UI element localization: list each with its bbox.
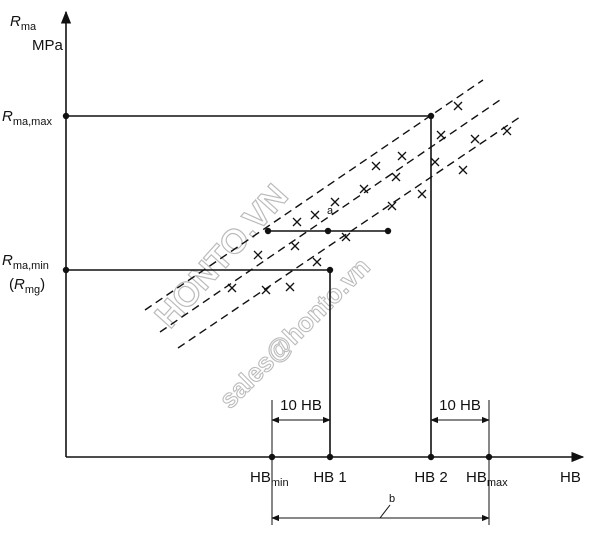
dim-right-label: 10 HB bbox=[439, 397, 481, 414]
watermark-brand: HONTO.VN bbox=[148, 177, 296, 335]
cross bbox=[312, 257, 322, 267]
x-label: HB bbox=[560, 469, 581, 486]
cross bbox=[359, 184, 369, 194]
cross bbox=[330, 197, 340, 207]
cross bbox=[453, 101, 463, 111]
point bbox=[62, 112, 70, 120]
cross bbox=[391, 172, 401, 182]
point bbox=[427, 112, 435, 120]
point bbox=[324, 227, 332, 235]
point bbox=[326, 453, 334, 461]
upper-band bbox=[144, 79, 484, 311]
label-a: a bbox=[327, 205, 334, 217]
dimension-ticks bbox=[271, 400, 490, 525]
cross bbox=[290, 241, 300, 251]
cross bbox=[371, 161, 381, 171]
crosses bbox=[227, 101, 512, 295]
y-symbol: Rma bbox=[10, 13, 37, 33]
point bbox=[485, 453, 493, 461]
cross bbox=[502, 126, 512, 136]
cross bbox=[436, 130, 446, 140]
mid-band bbox=[159, 99, 501, 333]
label-hb-min: HBmin bbox=[250, 469, 289, 489]
lower-band bbox=[177, 116, 521, 349]
cross bbox=[261, 285, 271, 295]
points bbox=[62, 112, 493, 461]
point bbox=[268, 453, 276, 461]
label-b: b bbox=[389, 493, 395, 505]
cross bbox=[227, 283, 237, 293]
cross bbox=[417, 189, 427, 199]
watermark-email: sales@honto.vn bbox=[213, 251, 376, 414]
watermark: HONTO.VN sales@honto.vn bbox=[147, 176, 376, 414]
dim-left-label: 10 HB bbox=[280, 397, 322, 414]
cross bbox=[285, 282, 295, 292]
cross bbox=[341, 232, 351, 242]
label-max: Rma,max bbox=[2, 108, 52, 128]
point bbox=[62, 266, 70, 274]
cross bbox=[387, 201, 397, 211]
cross bbox=[458, 165, 468, 175]
point bbox=[384, 227, 392, 235]
label-hb2: HB 2 bbox=[414, 469, 447, 486]
y-unit: MPa bbox=[32, 37, 64, 54]
cross bbox=[253, 250, 263, 260]
cross bbox=[310, 210, 320, 220]
point bbox=[264, 227, 272, 235]
label-mg: (Rmg) bbox=[9, 276, 45, 296]
cross bbox=[470, 134, 480, 144]
cross bbox=[397, 151, 407, 161]
label-hb-max: HBmax bbox=[466, 469, 508, 489]
point bbox=[427, 453, 435, 461]
label-hb1: HB 1 bbox=[313, 469, 346, 486]
cross bbox=[292, 217, 302, 227]
leader-b bbox=[379, 504, 391, 519]
label-min: Rma,min bbox=[2, 252, 49, 272]
cross bbox=[430, 157, 440, 167]
point bbox=[326, 266, 334, 274]
